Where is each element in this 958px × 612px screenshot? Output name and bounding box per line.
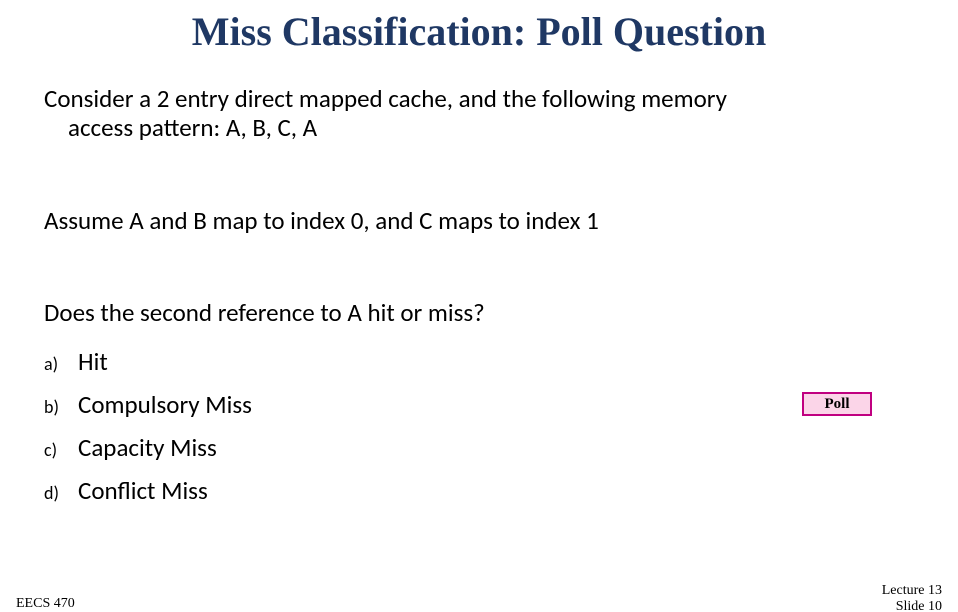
paragraph-2: Assume A and B map to index 0, and C map…: [44, 207, 914, 236]
footer-slide-info: Lecture 13 Slide 10: [882, 583, 942, 612]
footer-course: EECS 470: [16, 596, 75, 612]
option-text: Conflict Miss: [78, 475, 208, 506]
option-d: d) Conflict Miss: [44, 475, 958, 506]
option-a: a) Hit: [44, 346, 958, 377]
paragraph-1-line-2: access pattern: A, B, C, A: [44, 114, 914, 143]
option-text: Hit: [78, 346, 108, 377]
options-list: a) Hit b) Compulsory Miss c) Capacity Mi…: [44, 346, 958, 506]
slide-title: Miss Classification: Poll Question: [0, 8, 958, 55]
paragraph-3: Does the second reference to A hit or mi…: [44, 299, 914, 328]
footer-lecture: Lecture 13: [882, 583, 942, 598]
option-letter: b): [44, 396, 78, 418]
option-letter: d): [44, 482, 78, 504]
option-text: Capacity Miss: [78, 432, 217, 463]
option-text: Compulsory Miss: [78, 389, 252, 420]
option-letter: c): [44, 439, 78, 461]
footer-slide-number: Slide 10: [882, 599, 942, 612]
poll-button[interactable]: Poll: [802, 392, 872, 416]
paragraph-1: Consider a 2 entry direct mapped cache, …: [44, 85, 914, 143]
paragraph-1-line-1: Consider a 2 entry direct mapped cache, …: [44, 83, 727, 114]
option-c: c) Capacity Miss: [44, 432, 958, 463]
option-letter: a): [44, 353, 78, 375]
